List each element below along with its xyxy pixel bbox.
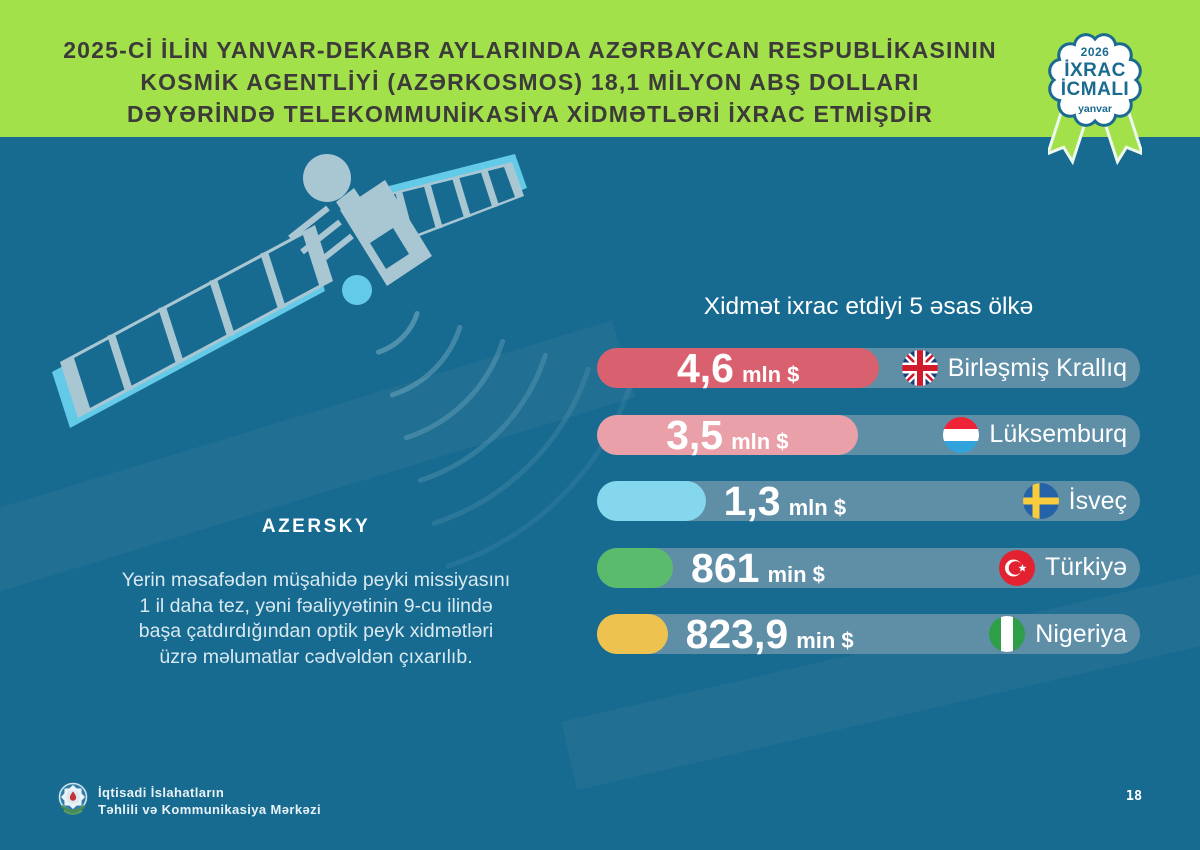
bar-value: 4,6 mln $ bbox=[597, 345, 879, 391]
bar-value-unit: mln $ bbox=[741, 362, 800, 387]
export-countries-chart: Xidmət ixrac etdiyi 5 əsas ölkə 4,6 mln … bbox=[597, 292, 1140, 681]
organization-name: İqtisadi İslahatların Təhlili və Kommuni… bbox=[98, 785, 321, 818]
note-line: 1 il daha tez, yəni fəaliyyətinin 9-cu i… bbox=[139, 594, 493, 617]
bar-value: 3,5 mln $ bbox=[597, 411, 858, 458]
satellite-body-icon bbox=[303, 154, 432, 305]
page-title-line: DƏYƏRİNDƏ TELEKOMMUNİKASİYA XİDMƏTLƏRİ İ… bbox=[126, 101, 934, 127]
export-review-badge: 2026 İXRAC İCMALI yanvar bbox=[1042, 28, 1148, 178]
satellite-dish-icon bbox=[303, 154, 351, 202]
bar-value-number: 1,3 bbox=[723, 478, 781, 524]
flag-united-kingdom-icon bbox=[901, 350, 938, 386]
bar-value-unit: min $ bbox=[767, 561, 825, 587]
satellite-struts-icon bbox=[288, 205, 354, 269]
bar-row-united-kingdom: 4,6 mln $ Birləşmiş Krallıq bbox=[597, 345, 1140, 391]
bar-row-luxembourg: 3,5 mln $ Lüksemburq bbox=[597, 411, 1140, 458]
country-label: Nigeriya bbox=[989, 614, 1127, 654]
country-label: Lüksemburq bbox=[943, 415, 1127, 455]
bar-value-number: 823,9 bbox=[685, 611, 789, 657]
bar-fill bbox=[597, 414, 858, 455]
country-name: Türkiyə bbox=[1045, 553, 1127, 581]
badge-year: 2026 bbox=[1080, 45, 1110, 59]
page-title: 2025-Cİ İLİN YANVAR-DEKABR AYLARINDA AZƏ… bbox=[30, 34, 1030, 130]
satellite-illustration bbox=[52, 154, 634, 569]
bar-value: 861 min $ bbox=[691, 544, 825, 591]
bar-value-unit: mln $ bbox=[788, 495, 847, 520]
country-name: İsveç bbox=[1068, 486, 1127, 515]
note-line: başa çatdırdığından optik peyk xidmətlər… bbox=[138, 620, 494, 642]
organization-emblem-icon bbox=[58, 782, 88, 815]
page-title-line: KOSMİK AGENTLİYİ (AZƏRKOSMOS) 18,1 MİLYO… bbox=[140, 69, 920, 95]
bar-value-unit: min $ bbox=[796, 628, 854, 653]
note-line: üzrə məlumatlar cədvəldən çıxarılıb. bbox=[159, 645, 473, 668]
country-name: Birləşmiş Krallıq bbox=[947, 353, 1127, 382]
badge-rosette-icon bbox=[1048, 33, 1142, 127]
page-title-line: 2025-Cİ İLİN YANVAR-DEKABR AYLARINDA AZƏ… bbox=[63, 37, 997, 63]
flag-nigeria-icon bbox=[989, 616, 1026, 652]
bar-value: 1,3 mln $ bbox=[723, 478, 846, 524]
bar-fill bbox=[597, 614, 668, 654]
flag-luxembourg-icon bbox=[943, 416, 980, 453]
bar-value-number: 3,5 bbox=[666, 411, 724, 458]
flag-turkey-icon bbox=[999, 549, 1036, 586]
badge-title-line1: İXRAC bbox=[1064, 60, 1126, 81]
solar-panel-left-icon bbox=[52, 225, 333, 428]
badge-title-line2: İCMALI bbox=[1060, 79, 1130, 100]
bar-fill bbox=[597, 547, 674, 588]
bar-fill bbox=[597, 348, 880, 388]
note-line: Yerin məsafədən müşahidə peyki missiyası… bbox=[121, 569, 511, 591]
bar-fill bbox=[597, 481, 706, 521]
azersky-label: AZERSKY bbox=[261, 516, 371, 537]
organization-name-line: İqtisadi İslahatların bbox=[98, 785, 225, 800]
bar-value-number: 4,6 bbox=[676, 345, 734, 391]
country-label: Türkiyə bbox=[999, 548, 1127, 588]
country-label: Birləşmiş Krallıq bbox=[901, 348, 1127, 388]
bar-row-nigeria: 823,9 min $ Nigeriya bbox=[597, 611, 1140, 657]
badge-text: 2026 İXRAC İCMALI yanvar bbox=[1045, 30, 1145, 130]
satellite-antenna-icon bbox=[342, 275, 372, 305]
header-band: 2025-Cİ İLİN YANVAR-DEKABR AYLARINDA AZƏ… bbox=[0, 0, 1200, 137]
badge-subtitle: yanvar bbox=[1078, 103, 1112, 115]
azersky-note: Yerin məsafədən müşahidə peyki missiyası… bbox=[60, 568, 572, 670]
page-number: 18 bbox=[1125, 788, 1143, 804]
bar-row-turkey: 861 min $ Türkiyə bbox=[597, 544, 1140, 591]
country-label: İsveç bbox=[1022, 481, 1127, 521]
country-name: Lüksemburq bbox=[989, 420, 1127, 448]
bar-value: 823,9 min $ bbox=[685, 611, 854, 657]
country-name: Nigeriya bbox=[1035, 619, 1127, 648]
bar-value-number: 861 bbox=[691, 544, 760, 591]
organization-name-line: Təhlili və Kommunikasiya Mərkəzi bbox=[98, 801, 322, 817]
bar-value-unit: mln $ bbox=[731, 428, 789, 454]
flag-sweden-icon bbox=[1022, 483, 1059, 519]
bar-row-sweden: 1,3 mln $ İsveç bbox=[597, 478, 1140, 524]
chart-title: Xidmət ixrac etdiyi 5 əsas ölkə bbox=[703, 293, 1034, 320]
